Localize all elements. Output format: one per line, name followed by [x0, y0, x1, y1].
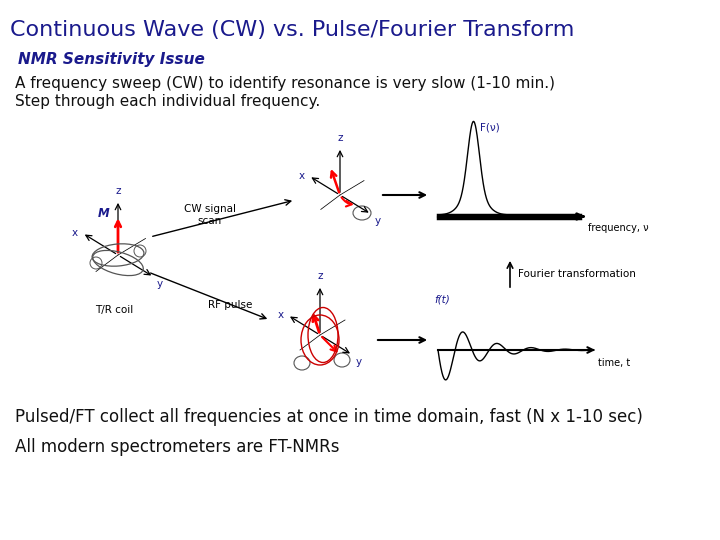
Text: Pulsed/FT collect all frequencies at once in time domain, fast (N x 1-10 sec): Pulsed/FT collect all frequencies at onc… — [15, 408, 643, 426]
Text: z: z — [115, 186, 121, 196]
Text: M: M — [98, 207, 110, 220]
Text: time, t: time, t — [598, 358, 630, 368]
Text: frequency, ν: frequency, ν — [588, 223, 649, 233]
Text: x: x — [72, 228, 78, 238]
Text: F(ν): F(ν) — [480, 123, 500, 133]
Text: CW signal
scan: CW signal scan — [184, 204, 236, 226]
Text: Continuous Wave (CW) vs. Pulse/Fourier Transform: Continuous Wave (CW) vs. Pulse/Fourier T… — [10, 20, 575, 40]
Text: y: y — [356, 357, 361, 367]
Text: f(t): f(t) — [434, 294, 450, 304]
Text: x: x — [299, 171, 305, 181]
Text: y: y — [374, 216, 380, 226]
Text: Fourier transformation: Fourier transformation — [518, 269, 636, 279]
Text: x: x — [277, 310, 284, 320]
Text: z: z — [318, 271, 323, 281]
Text: T/R coil: T/R coil — [95, 305, 133, 315]
Text: z: z — [337, 133, 343, 143]
Text: Step through each individual frequency.: Step through each individual frequency. — [15, 94, 320, 109]
Text: All modern spectrometers are FT-NMRs: All modern spectrometers are FT-NMRs — [15, 438, 340, 456]
Text: RF pulse: RF pulse — [208, 300, 253, 310]
Text: A frequency sweep (CW) to identify resonance is very slow (1-10 min.): A frequency sweep (CW) to identify reson… — [15, 76, 555, 91]
Text: y: y — [157, 279, 163, 289]
Text: NMR Sensitivity Issue: NMR Sensitivity Issue — [18, 52, 205, 67]
